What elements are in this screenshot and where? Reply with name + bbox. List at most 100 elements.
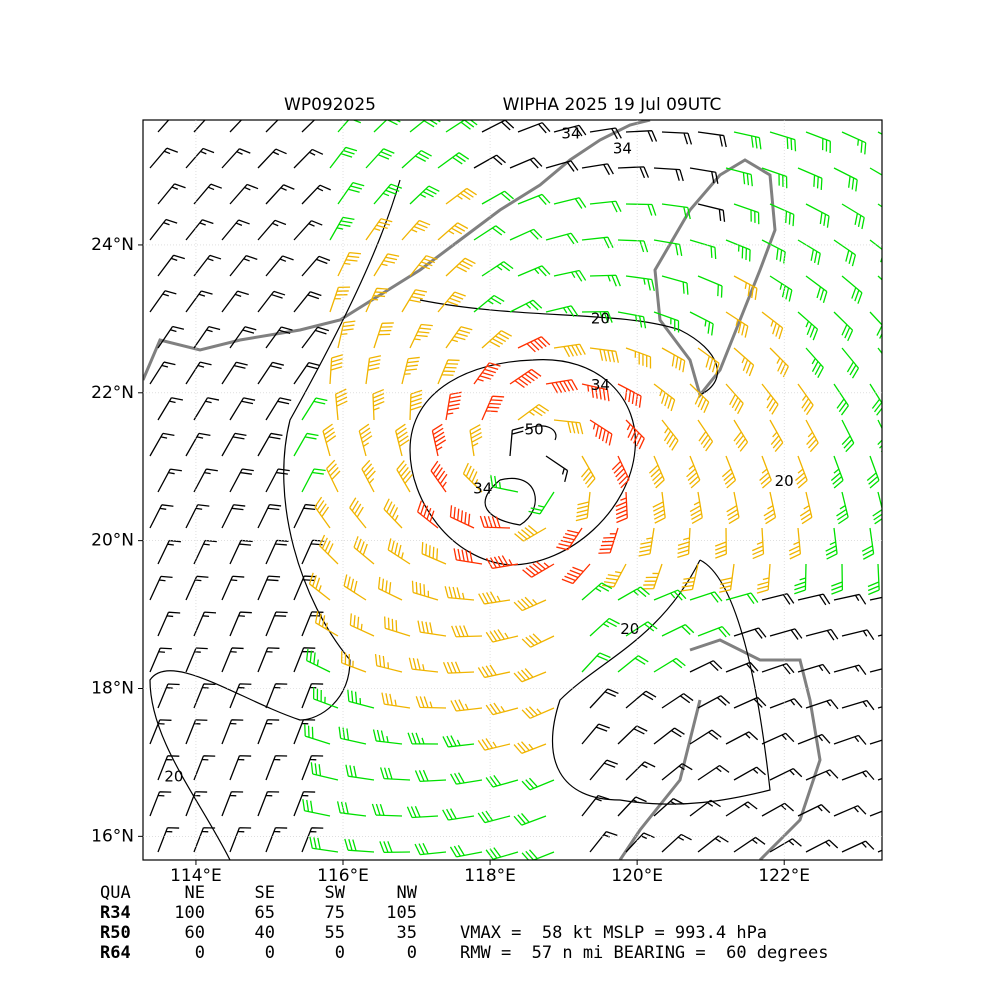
wind-barb	[301, 397, 328, 421]
wind-barb	[545, 305, 579, 317]
wind-barb	[477, 738, 511, 751]
wind-barb	[257, 290, 286, 313]
wind-barb	[318, 534, 339, 565]
wind-barb	[185, 504, 210, 529]
wind-barb	[833, 734, 867, 745]
wind-barb	[799, 491, 813, 525]
wind-barb	[877, 706, 882, 709]
wind-barb	[521, 706, 555, 719]
wind-barb	[302, 799, 331, 817]
wind-barb	[725, 383, 744, 415]
wind-barb	[661, 624, 695, 637]
wind-barb	[617, 796, 647, 817]
table-cell: 100	[174, 903, 205, 923]
wind-barb	[733, 347, 755, 377]
wind-barb	[689, 239, 717, 260]
wind-barb	[805, 628, 839, 641]
wind-barb	[437, 222, 469, 241]
wind-barb	[312, 687, 339, 709]
wind-barb	[509, 426, 524, 457]
wind-barb	[445, 187, 477, 205]
wind-barb	[517, 265, 551, 277]
wind-barb	[653, 589, 687, 601]
wind-barb	[229, 755, 252, 781]
wind-barb	[553, 419, 584, 435]
wind-barb	[795, 455, 808, 489]
wind-barb	[877, 849, 882, 853]
wind-barb	[221, 575, 245, 601]
x-tick-label: 116°E	[317, 866, 369, 886]
wind-barb	[653, 798, 684, 817]
wind-barb	[365, 148, 395, 169]
wind-barb	[769, 419, 784, 452]
wind-barb	[347, 689, 375, 709]
wind-barb	[611, 455, 630, 489]
wind-barb	[869, 739, 882, 745]
map-frame	[142, 119, 883, 861]
wind-barb	[485, 774, 519, 788]
wind-barb	[293, 503, 318, 529]
wind-barb	[358, 423, 373, 457]
wind-barb	[517, 122, 551, 134]
wind-barb	[877, 634, 882, 637]
wind-barb	[877, 419, 882, 453]
wind-barb	[293, 220, 323, 241]
wind-barb	[689, 660, 723, 673]
wind-barb	[545, 232, 579, 245]
wind-barb	[769, 838, 802, 853]
wind-barb	[414, 842, 447, 856]
wind-barb	[445, 326, 473, 349]
wind-barb	[185, 575, 209, 601]
wind-barb	[680, 563, 699, 592]
wind-barb	[521, 777, 555, 791]
title-right: WIPHA 2025 19 Jul 09UTC	[503, 95, 722, 115]
wind-barb	[473, 294, 505, 313]
wind-barb	[301, 755, 324, 781]
wind-barb	[769, 768, 803, 781]
wind-barb	[689, 311, 714, 336]
wind-barb	[733, 766, 766, 781]
wind-barb	[265, 755, 288, 781]
wind-barb	[869, 167, 882, 176]
wind-barb	[293, 291, 322, 313]
wind-barb	[309, 836, 339, 853]
wind-barb	[805, 839, 839, 853]
wind-barb	[733, 419, 749, 452]
wind-barb	[329, 354, 344, 385]
wind-barb	[661, 763, 693, 781]
wind-barb	[653, 167, 684, 182]
table-cell: 35	[397, 923, 417, 943]
table-cell: 55	[325, 923, 345, 943]
wind-barb	[229, 611, 252, 637]
wind-barb	[769, 203, 795, 227]
wind-barb	[714, 527, 727, 559]
wind-barb	[293, 432, 319, 457]
wind-barb	[379, 767, 411, 781]
wind-barb	[421, 542, 447, 565]
wind-barb	[638, 527, 655, 557]
wind-barb	[407, 732, 439, 745]
wind-barb	[733, 696, 767, 709]
wind-barb	[661, 203, 691, 220]
wind-barb	[265, 539, 289, 565]
wind-barb	[872, 491, 882, 525]
wind-barb	[469, 424, 483, 457]
wind-barb	[157, 611, 181, 637]
wind-barb	[374, 653, 403, 673]
table-header: SE	[255, 883, 275, 903]
wind-barb	[229, 120, 243, 133]
wind-barb	[401, 219, 431, 241]
wind-barb	[265, 184, 295, 205]
wind-barb	[365, 355, 382, 385]
wind-barb	[528, 491, 555, 515]
wind-barb	[617, 166, 650, 179]
wind-barb	[788, 527, 802, 560]
wind-barb	[877, 203, 882, 208]
wind-barb	[689, 729, 722, 745]
wind-barb	[293, 361, 321, 385]
wind-barb	[581, 723, 610, 745]
wind-barb	[396, 460, 413, 493]
wind-barb	[257, 575, 281, 601]
contour-label: 20	[620, 620, 639, 638]
contour-label: 20	[164, 768, 183, 786]
